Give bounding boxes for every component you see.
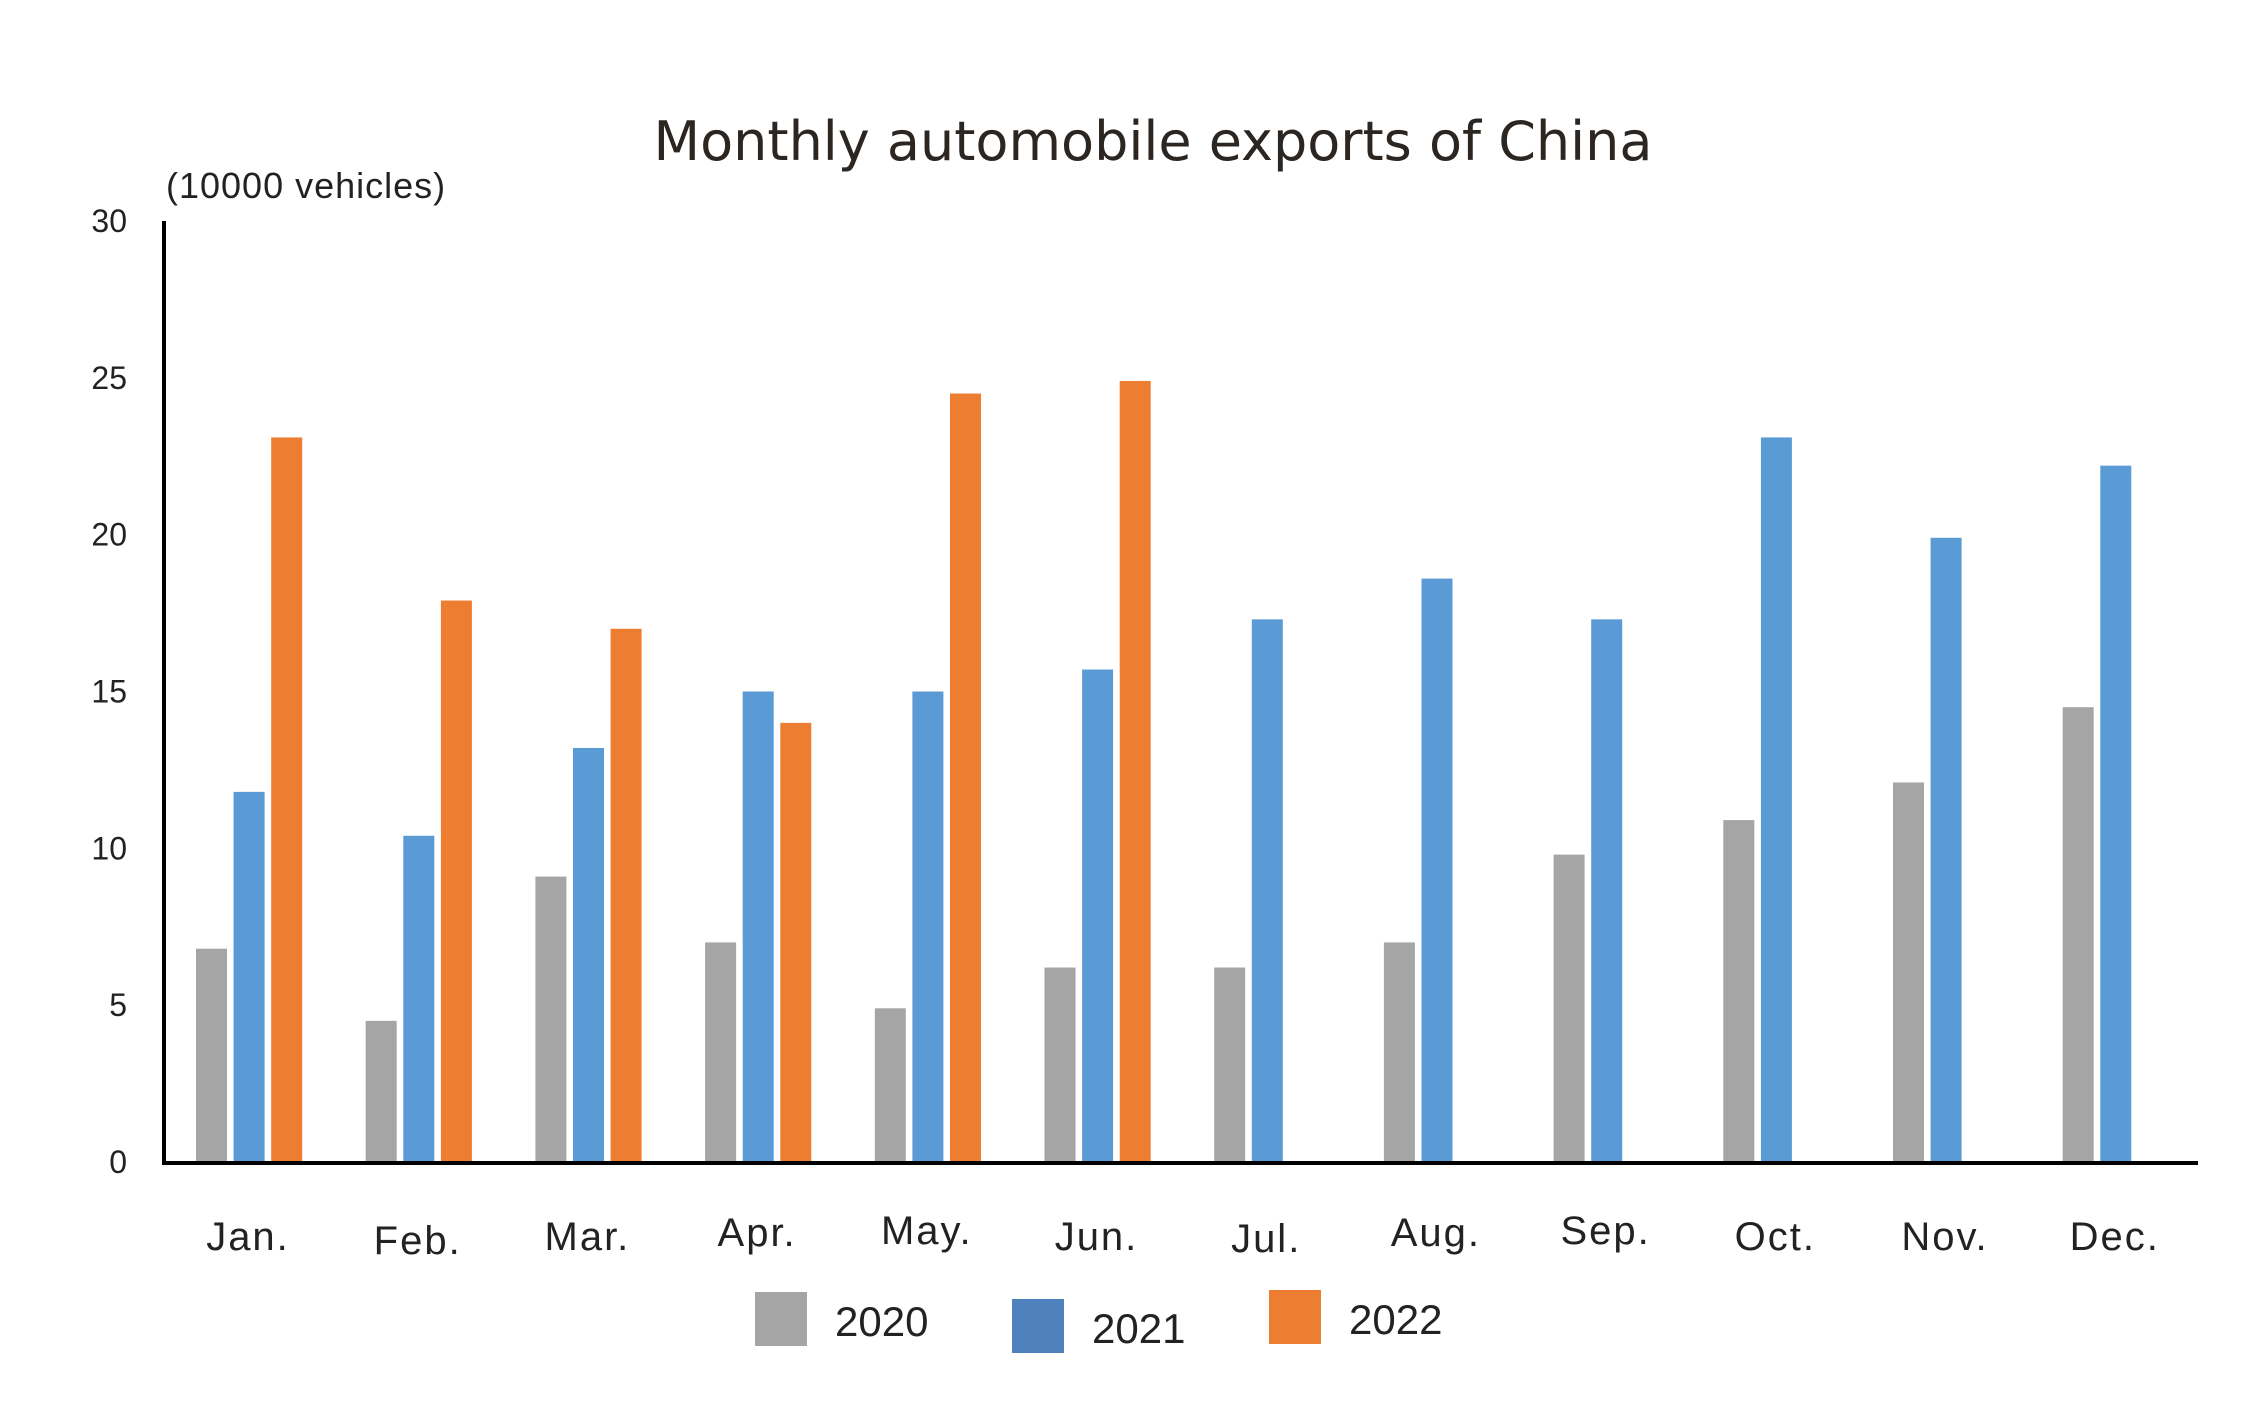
bar-2020-may — [874, 1008, 906, 1162]
bar-2020-feb — [365, 1020, 397, 1162]
x-tick-label: Jun. — [1055, 1215, 1139, 1259]
legend-label-2022: 2022 — [1349, 1296, 1442, 1343]
legend-swatch-2021 — [1012, 1299, 1064, 1353]
y-tick-label: 10 — [91, 830, 127, 866]
bar-2020-mar — [535, 876, 567, 1162]
x-tick-label: Oct. — [1735, 1215, 1816, 1259]
bar-2021-aug — [1421, 578, 1453, 1162]
x-tick-label: May. — [881, 1209, 973, 1253]
bar-2021-jul — [1251, 619, 1283, 1162]
y-tick-label: 30 — [91, 203, 127, 239]
bar-2022-jun — [1119, 380, 1151, 1163]
legend-swatch-2020 — [755, 1292, 807, 1346]
chart-title: Monthly automobile exports of China — [654, 110, 1653, 173]
bar-2022-may — [950, 393, 981, 1162]
bar-2020-jan — [196, 948, 227, 1162]
bar-2020-jun — [1044, 967, 1076, 1162]
bar-2021-sep — [1591, 619, 1623, 1162]
bar-2022-jan — [271, 437, 303, 1162]
y-axis-label: (10000 vehicles) — [166, 165, 446, 206]
x-tick-label: Jan. — [206, 1215, 290, 1259]
y-tick-label: 25 — [91, 360, 127, 396]
legend-label-2020: 2020 — [835, 1298, 928, 1345]
bar-2020-oct — [1723, 820, 1755, 1162]
bar-2021-dec — [2100, 465, 2132, 1162]
legend-label-2021: 2021 — [1092, 1305, 1185, 1352]
x-tick-label: Feb. — [374, 1219, 462, 1263]
y-tick-label: 20 — [91, 517, 127, 553]
legend-swatch-2022 — [1269, 1290, 1321, 1344]
x-tick-label: Apr. — [718, 1211, 797, 1255]
bar-2020-sep — [1553, 854, 1585, 1162]
x-tick-label: Sep. — [1560, 1209, 1650, 1253]
x-tick-label: Aug. — [1391, 1211, 1481, 1255]
bar-2022-apr — [780, 722, 812, 1162]
bar-2020-nov — [1893, 782, 1924, 1162]
bar-2021-may — [912, 691, 944, 1162]
x-tick-label: Jul. — [1231, 1217, 1301, 1261]
bar-2021-jan — [233, 791, 265, 1162]
bar-2020-dec — [2062, 707, 2094, 1162]
bar-2021-apr — [742, 691, 774, 1162]
bar-2020-aug — [1383, 942, 1415, 1162]
bar-2020-apr — [705, 942, 737, 1162]
bar-2020-jul — [1214, 967, 1246, 1162]
bar-2022-mar — [610, 628, 642, 1162]
bar-2021-nov — [1930, 537, 1962, 1162]
bar-2021-feb — [403, 835, 435, 1162]
bar-2021-mar — [573, 747, 604, 1162]
bar-2021-jun — [1082, 669, 1114, 1162]
x-tick-label: Dec. — [2070, 1215, 2160, 1259]
y-tick-label: 15 — [91, 674, 127, 710]
x-tick-label: Nov. — [1901, 1215, 1988, 1259]
bar-2022-feb — [440, 600, 472, 1162]
bar-2021-oct — [1760, 437, 1792, 1162]
y-tick-label: 0 — [109, 1144, 127, 1180]
x-tick-label: Mar. — [545, 1215, 631, 1259]
y-tick-label: 5 — [109, 987, 127, 1023]
